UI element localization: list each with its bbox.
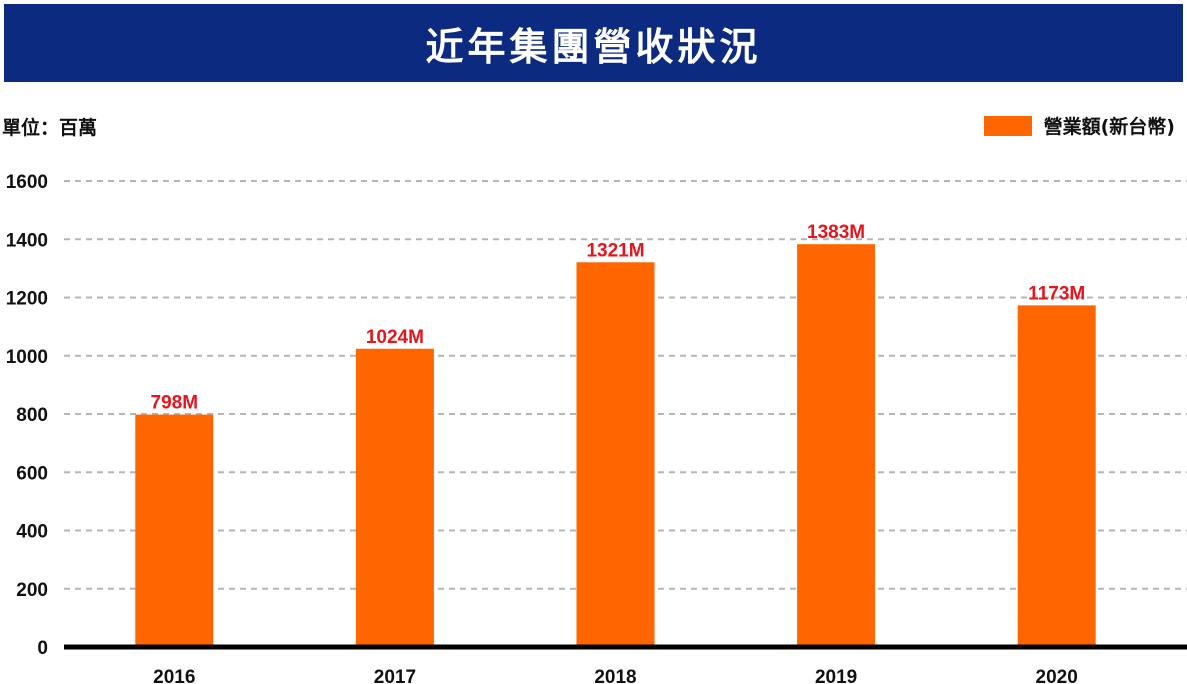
y-tick-label: 1400: [6, 230, 48, 251]
y-tick-label: 0: [37, 638, 48, 659]
chart-title: 近年集團營收狀況: [425, 24, 762, 69]
bar: [576, 262, 655, 647]
bar: [1017, 305, 1096, 647]
y-tick-label: 1000: [6, 347, 48, 368]
legend: 營業額(新台幣): [983, 112, 1175, 139]
x-tick-label: 2020: [1036, 667, 1078, 684]
y-tick-label: 1600: [6, 172, 48, 193]
bar-value-label: 798M: [151, 393, 199, 414]
unit-label: 單位：百萬: [2, 117, 98, 139]
bar-value-label: 1173M: [1028, 283, 1085, 304]
x-tick-label: 2017: [374, 667, 416, 684]
bar: [355, 348, 434, 647]
y-tick-label: 800: [16, 405, 48, 426]
legend-label: 營業額(新台幣): [1043, 116, 1175, 138]
bar-value-label: 1321M: [586, 240, 644, 261]
bar: [135, 414, 214, 647]
bar: [797, 244, 876, 648]
y-tick-label: 1200: [6, 289, 48, 310]
y-tick-label: 600: [16, 463, 48, 484]
y-tick-label: 200: [16, 580, 48, 601]
bar-value-label: 1024M: [366, 327, 424, 348]
x-tick-label: 2019: [815, 667, 857, 684]
legend-swatch: [983, 115, 1032, 136]
title-bar: 近年集團營收狀況: [4, 4, 1183, 82]
y-tick-label: 400: [16, 522, 48, 543]
bar-value-label: 1383M: [807, 222, 865, 243]
x-tick-label: 2018: [594, 667, 636, 684]
x-tick-label: 2016: [153, 667, 195, 684]
